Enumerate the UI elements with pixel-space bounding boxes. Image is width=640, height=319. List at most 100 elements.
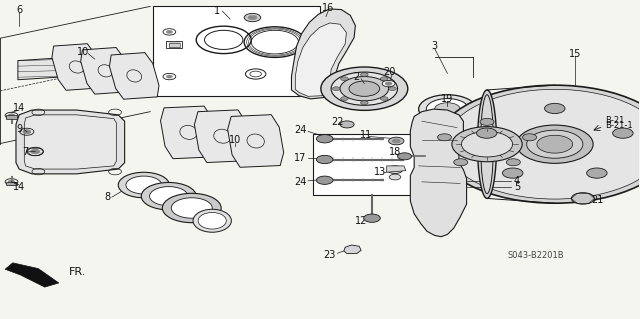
Polygon shape <box>109 53 159 99</box>
Circle shape <box>522 134 536 141</box>
Circle shape <box>385 82 392 85</box>
Circle shape <box>452 127 522 162</box>
Text: 6: 6 <box>16 4 22 15</box>
Text: 7: 7 <box>22 147 29 157</box>
Circle shape <box>506 159 520 166</box>
Text: 14: 14 <box>13 103 26 114</box>
Circle shape <box>612 128 633 138</box>
Circle shape <box>332 87 340 91</box>
Text: 16: 16 <box>323 3 335 13</box>
Circle shape <box>316 135 333 143</box>
Circle shape <box>387 166 403 174</box>
Polygon shape <box>313 134 435 195</box>
Circle shape <box>380 97 388 100</box>
Circle shape <box>118 172 170 198</box>
Circle shape <box>340 97 348 100</box>
Circle shape <box>426 99 468 120</box>
Polygon shape <box>81 48 130 94</box>
Circle shape <box>8 180 15 183</box>
Text: B-21-1: B-21-1 <box>605 121 632 130</box>
Polygon shape <box>161 106 216 159</box>
Polygon shape <box>387 166 406 172</box>
Circle shape <box>419 95 476 123</box>
Text: 20: 20 <box>384 67 396 77</box>
Circle shape <box>445 89 640 199</box>
Circle shape <box>163 193 221 223</box>
Circle shape <box>340 77 388 101</box>
Polygon shape <box>154 6 319 96</box>
Circle shape <box>292 73 308 80</box>
Polygon shape <box>344 245 361 254</box>
Polygon shape <box>195 110 250 162</box>
Text: 19: 19 <box>442 94 454 104</box>
Ellipse shape <box>193 209 232 232</box>
Circle shape <box>477 128 497 138</box>
Circle shape <box>23 130 31 134</box>
Circle shape <box>516 125 593 163</box>
Polygon shape <box>5 263 59 287</box>
Circle shape <box>166 75 173 78</box>
Polygon shape <box>291 9 355 99</box>
Circle shape <box>438 134 451 141</box>
Circle shape <box>349 81 380 96</box>
Text: B-21: B-21 <box>605 116 624 125</box>
Circle shape <box>248 15 257 20</box>
Text: 24: 24 <box>294 177 307 187</box>
Text: 3: 3 <box>431 41 438 51</box>
Circle shape <box>388 87 396 91</box>
Circle shape <box>316 176 333 184</box>
Polygon shape <box>6 182 17 185</box>
Polygon shape <box>18 58 58 80</box>
Circle shape <box>150 187 188 206</box>
Polygon shape <box>410 109 467 237</box>
Circle shape <box>141 182 196 210</box>
Text: 5: 5 <box>514 182 520 192</box>
Circle shape <box>163 73 176 80</box>
Text: 22: 22 <box>332 117 344 127</box>
Ellipse shape <box>198 212 227 229</box>
Circle shape <box>321 67 408 110</box>
Circle shape <box>163 29 176 35</box>
Text: 17: 17 <box>294 153 307 163</box>
Ellipse shape <box>477 90 497 198</box>
Circle shape <box>126 176 162 194</box>
Circle shape <box>435 103 460 115</box>
Polygon shape <box>295 23 346 96</box>
Polygon shape <box>24 115 116 169</box>
Circle shape <box>340 77 348 81</box>
Ellipse shape <box>481 95 493 194</box>
Circle shape <box>436 85 640 203</box>
Circle shape <box>360 73 368 77</box>
Circle shape <box>364 214 380 222</box>
Circle shape <box>389 174 401 180</box>
Circle shape <box>545 103 565 114</box>
Text: 18: 18 <box>389 146 401 157</box>
Circle shape <box>296 75 304 78</box>
Circle shape <box>360 101 368 105</box>
Text: 11: 11 <box>360 130 372 140</box>
Circle shape <box>340 121 354 128</box>
Text: 10: 10 <box>77 47 89 57</box>
Text: 14: 14 <box>13 182 26 192</box>
Text: 9: 9 <box>16 123 22 134</box>
Circle shape <box>537 135 573 153</box>
Circle shape <box>316 155 333 164</box>
Circle shape <box>502 168 523 178</box>
Circle shape <box>480 118 494 125</box>
Polygon shape <box>16 110 125 174</box>
Polygon shape <box>228 115 284 167</box>
Text: 8: 8 <box>104 192 111 202</box>
Circle shape <box>388 137 404 145</box>
Text: 1: 1 <box>214 6 220 16</box>
Text: 2: 2 <box>353 71 359 82</box>
Circle shape <box>380 77 388 81</box>
Circle shape <box>31 149 40 154</box>
Polygon shape <box>6 115 17 119</box>
Text: FR.: FR. <box>69 267 86 277</box>
Circle shape <box>166 30 173 33</box>
Text: 4: 4 <box>514 176 520 186</box>
Circle shape <box>572 193 595 204</box>
Circle shape <box>461 131 513 157</box>
Circle shape <box>331 72 397 105</box>
Circle shape <box>382 80 395 87</box>
